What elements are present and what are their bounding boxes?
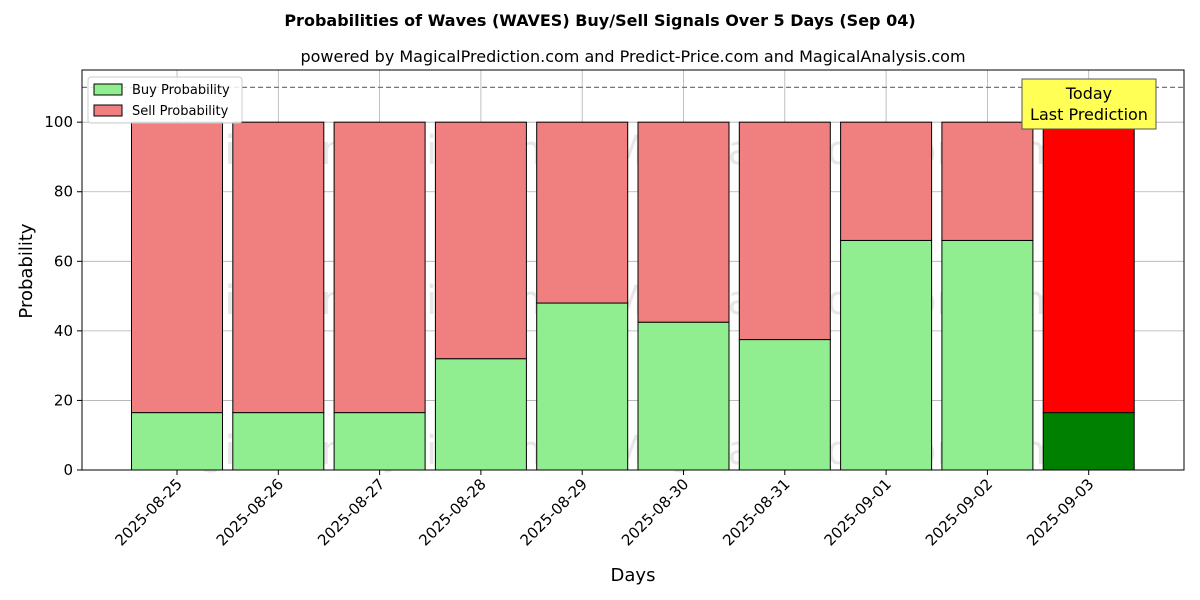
today-text-line: Last Prediction <box>1030 105 1148 124</box>
bar-buy-probability <box>434 358 527 471</box>
y-tick-label: 100 <box>44 113 73 131</box>
legend-swatch <box>93 104 123 117</box>
x-tick-label: 2025-08-25 <box>111 475 185 549</box>
bar-buy-probability <box>738 339 831 471</box>
y-tick-label: 60 <box>54 252 73 270</box>
bar-sell-probability <box>536 121 629 304</box>
x-axis-label: Days <box>611 565 656 586</box>
today-box <box>1021 78 1157 130</box>
bar-sell-probability <box>738 121 831 341</box>
plot-frame <box>81 69 1185 471</box>
bar-sell-probability <box>232 121 325 414</box>
today-annotation: Today Last Prediction <box>1021 78 1157 130</box>
bar-sell-probability <box>333 121 426 414</box>
legend: Buy Probability Sell Probability <box>87 76 243 124</box>
y-tick-label: 80 <box>54 183 73 201</box>
bar-sell-probability <box>434 121 527 360</box>
x-tick-label: 2025-09-03 <box>1023 475 1097 549</box>
legend-box <box>87 76 243 124</box>
bar-buy-probability <box>232 412 325 471</box>
bar-sell-probability <box>637 121 730 323</box>
chart-subtitle: powered by MagicalPrediction.com and Pre… <box>300 47 965 66</box>
bar-buy-probability <box>333 412 426 471</box>
y-tick-label: 20 <box>54 391 73 409</box>
legend-entry: Buy Probability <box>132 83 230 98</box>
x-tick-label: 2025-08-26 <box>213 475 287 549</box>
bar-sell-probability <box>131 121 223 414</box>
x-tick-label: 2025-08-28 <box>415 475 489 549</box>
bar-sell-probability <box>1042 121 1135 414</box>
x-tick-label: 2025-08-30 <box>618 475 692 549</box>
y-axis-label: Probability <box>16 223 37 318</box>
bar-buy-probability <box>941 239 1034 471</box>
today-text-line: Today <box>1065 84 1112 103</box>
x-tick-label: 2025-08-27 <box>314 475 388 549</box>
x-tick-label: 2025-09-02 <box>922 475 996 549</box>
y-tick-label: 40 <box>54 322 73 340</box>
bar-buy-probability <box>1042 412 1135 471</box>
bar-buy-probability <box>840 239 933 471</box>
legend-swatch <box>93 83 123 96</box>
bar-buy-probability <box>637 321 730 471</box>
bar-buy-probability <box>536 302 629 471</box>
plot-area: MagicalAnalysis.comMagicalPrediction.com… <box>44 69 1185 549</box>
bar-sell-probability <box>840 121 933 241</box>
x-tick-label: 2025-08-31 <box>719 475 793 549</box>
bar-sell-probability <box>941 121 1034 241</box>
bar-buy-probability <box>131 412 223 471</box>
legend-entry: Sell Probability <box>132 104 229 119</box>
x-tick-label: 2025-08-29 <box>517 475 591 549</box>
x-tick-label: 2025-09-01 <box>821 475 895 549</box>
chart-title: Probabilities of Waves (WAVES) Buy/Sell … <box>284 11 915 30</box>
y-tick-label: 0 <box>63 461 73 479</box>
